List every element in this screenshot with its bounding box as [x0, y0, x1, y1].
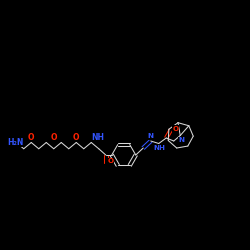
Text: NH: NH: [154, 145, 166, 151]
Text: H₂N: H₂N: [8, 138, 24, 147]
Text: N: N: [147, 134, 153, 140]
Text: O: O: [50, 133, 57, 142]
Text: N: N: [178, 138, 184, 143]
Text: O: O: [107, 158, 113, 164]
Text: O: O: [28, 133, 34, 142]
Text: O: O: [73, 133, 80, 142]
Text: NH: NH: [91, 133, 104, 142]
Text: O: O: [172, 126, 178, 132]
